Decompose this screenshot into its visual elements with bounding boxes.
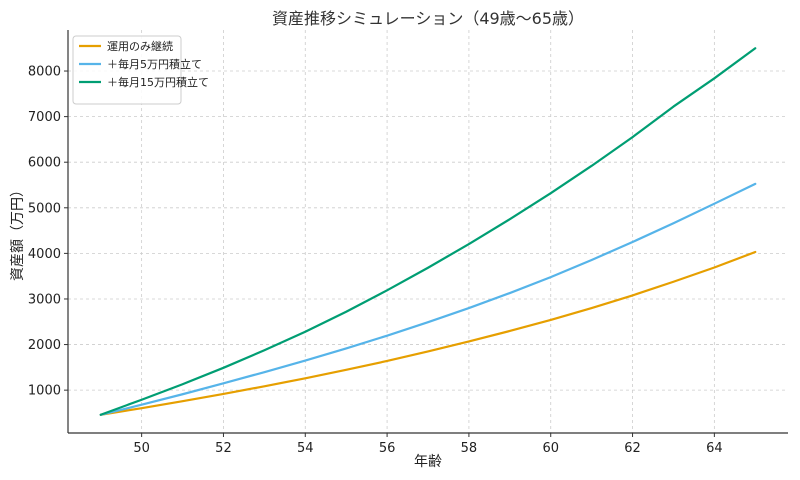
series-lines (99, 47, 757, 416)
legend-label: ＋毎月15万円積立て (107, 75, 209, 89)
x-tick-label: 62 (624, 441, 641, 456)
y-tick-label: 8000 (28, 65, 61, 80)
x-tick-label: 60 (542, 441, 559, 456)
legend-box (72, 35, 182, 105)
y-tick-label: 2000 (28, 338, 61, 353)
chart-title: 資産推移シミュレーション（49歳〜65歳） (272, 9, 584, 28)
legend: 運用のみ継続 ＋毎月5万円積立て ＋毎月15万円積立て (72, 35, 209, 105)
x-tick-label: 58 (461, 441, 478, 456)
y-axis-title: 資産額（万円） (10, 183, 26, 281)
axes (67, 30, 788, 434)
y-tick-label: 3000 (28, 292, 61, 307)
x-tick-label: 56 (379, 441, 396, 456)
series-line-1 (99, 250, 757, 416)
x-tick-label: 64 (706, 441, 723, 456)
y-tick-label: 5000 (28, 201, 61, 216)
legend-label: 運用のみ継続 (107, 39, 173, 53)
x-axis-title: 年齢 (414, 454, 442, 470)
x-tick-label: 54 (297, 441, 314, 456)
series-line-3 (99, 47, 757, 416)
y-tick-label: 7000 (28, 110, 61, 125)
series-line-2 (99, 182, 757, 416)
legend-label: ＋毎月5万円積立て (107, 57, 202, 71)
x-tick-label: 52 (215, 441, 232, 456)
tick-labels: 50 52 54 56 58 60 62 64 1000 2000 3000 4000 5000 6000… (28, 65, 723, 456)
x-tick-label: 50 (133, 441, 150, 456)
y-tick-label: 6000 (28, 156, 61, 171)
y-tick-label: 1000 (28, 384, 61, 399)
y-tick-label: 4000 (28, 247, 61, 262)
